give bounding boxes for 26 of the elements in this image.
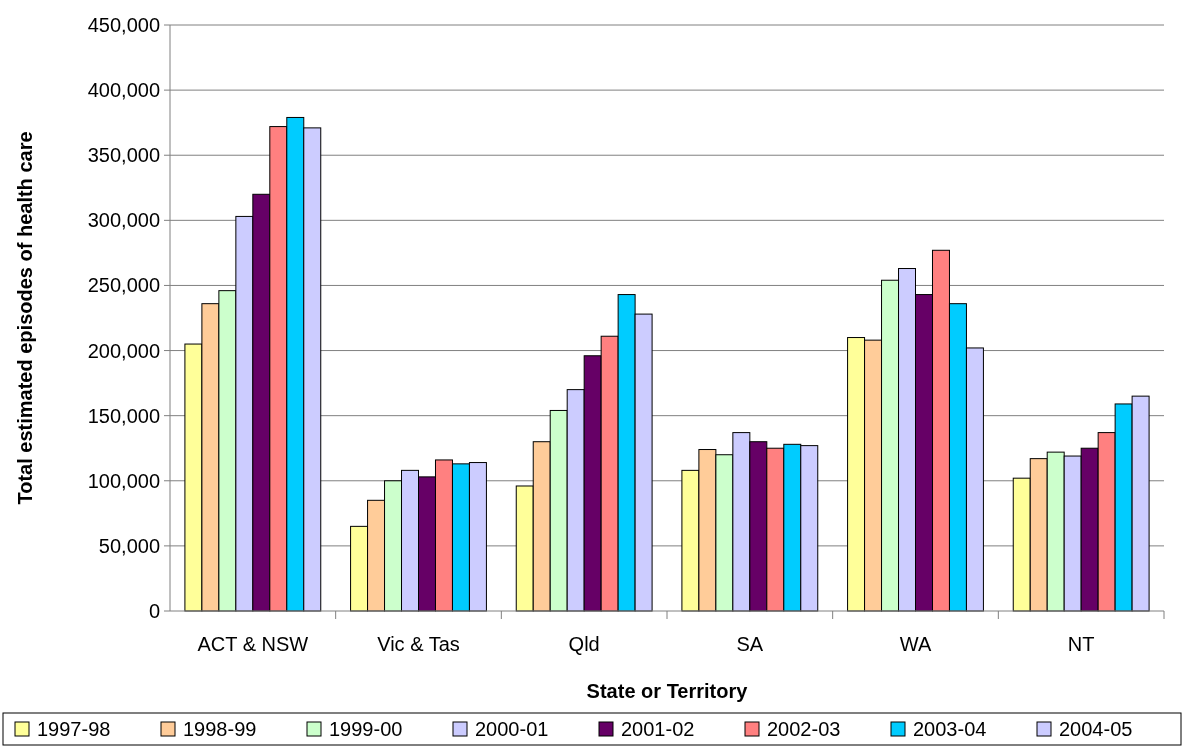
legend-label: 1998-99 (183, 718, 257, 740)
x-tick-label: SA (736, 633, 764, 655)
legend-label: 2004-05 (1059, 718, 1133, 740)
legend-label: 1997-98 (37, 718, 111, 740)
y-tick-label: 300,000 (87, 209, 160, 232)
x-tick-label: Vic & Tas (377, 633, 460, 655)
legend-label: 2003-04 (913, 718, 987, 740)
y-tick-label: 250,000 (87, 274, 160, 297)
x-tick-label: ACT & NSW (197, 633, 309, 655)
y-tick-label: 150,000 (87, 404, 160, 427)
x-tick-label: Qld (568, 633, 600, 655)
y-tick-label: 100,000 (87, 469, 160, 492)
x-axis-title: State or Territory (586, 680, 749, 702)
legend-label: 1999-00 (329, 718, 403, 740)
y-tick-label: 400,000 (87, 79, 160, 102)
x-tick-label: WA (899, 633, 932, 655)
y-tick-label: 0 (148, 600, 160, 622)
legend-label: 2002-03 (767, 718, 841, 740)
x-tick-label: NT (1067, 633, 1095, 655)
y-tick-label: 450,000 (87, 14, 160, 36)
y-tick-label: 350,000 (87, 144, 160, 167)
y-tick-label: 200,000 (87, 339, 160, 362)
legend-label: 2001-02 (621, 718, 695, 740)
y-axis-title: Total estimated episodes of health care (14, 131, 36, 505)
y-tick-label: 50,000 (98, 534, 160, 557)
legend-label: 2000-01 (475, 718, 549, 740)
